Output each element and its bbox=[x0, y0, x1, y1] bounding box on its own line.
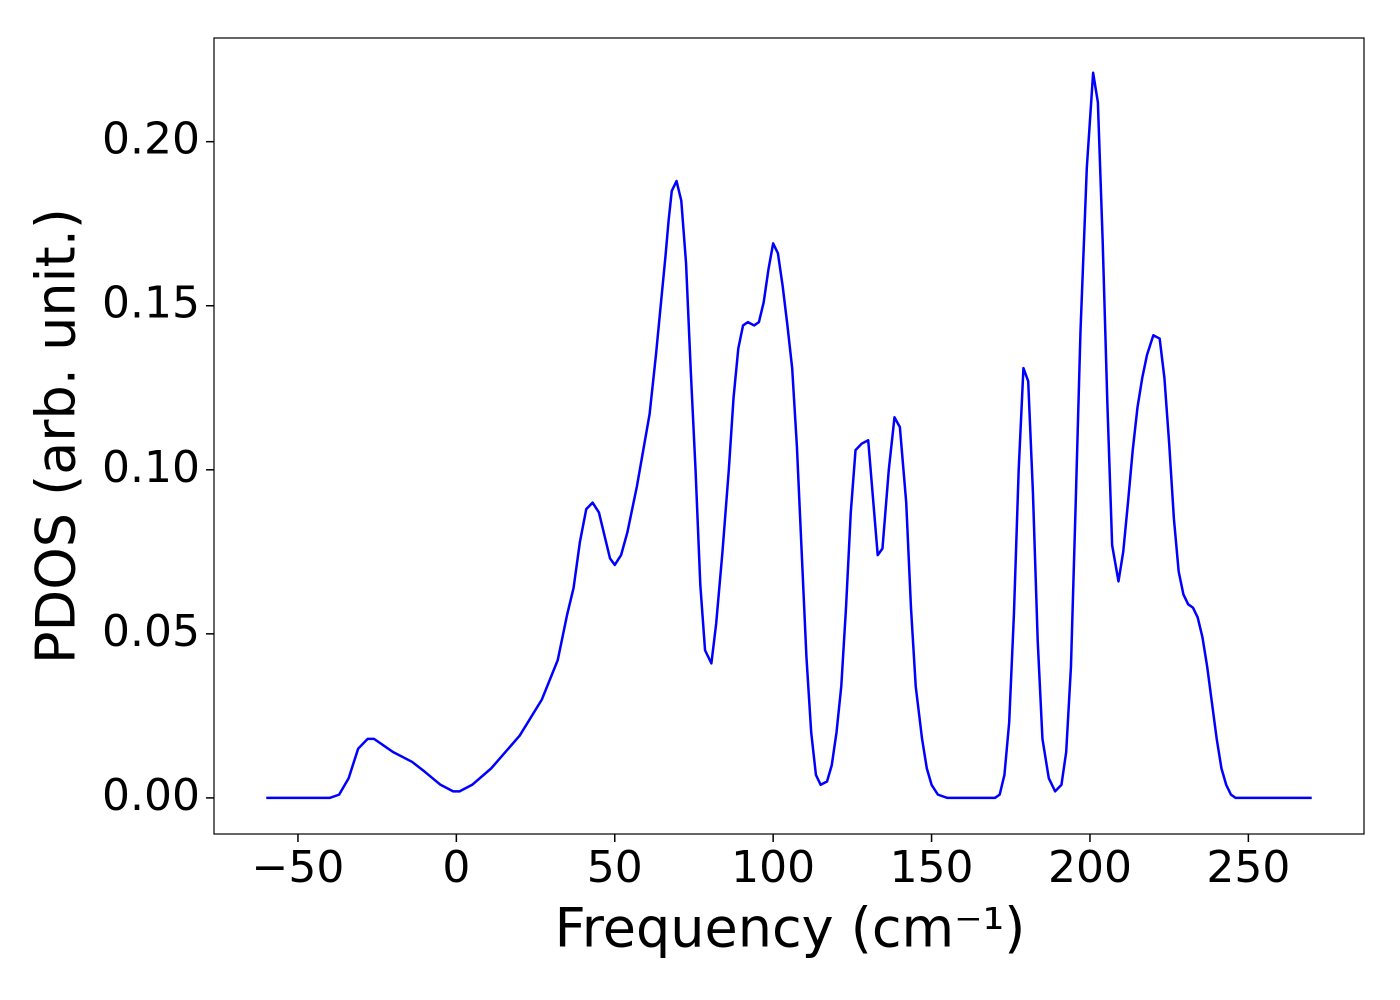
x-tick-label: 100 bbox=[731, 842, 815, 893]
x-axis-label: Frequency (cm⁻¹) bbox=[555, 897, 1026, 960]
y-tick-label: 0.10 bbox=[102, 442, 200, 493]
x-tick-label: 50 bbox=[587, 842, 643, 893]
y-axis-label: PDOS (arb. unit.) bbox=[25, 208, 88, 664]
x-tick-label: −50 bbox=[252, 842, 345, 893]
plot-frame bbox=[213, 37, 1365, 835]
y-tick-label: 0.00 bbox=[102, 770, 200, 821]
x-tick-label: 250 bbox=[1206, 842, 1290, 893]
y-tick-label: 0.05 bbox=[102, 606, 200, 657]
x-tick-label: 200 bbox=[1048, 842, 1132, 893]
y-tick-label: 0.20 bbox=[102, 114, 200, 165]
x-tick-label: 0 bbox=[442, 842, 470, 893]
x-tick-label: 150 bbox=[890, 842, 974, 893]
y-tick-label: 0.15 bbox=[102, 278, 200, 329]
data-line bbox=[266, 71, 1312, 800]
